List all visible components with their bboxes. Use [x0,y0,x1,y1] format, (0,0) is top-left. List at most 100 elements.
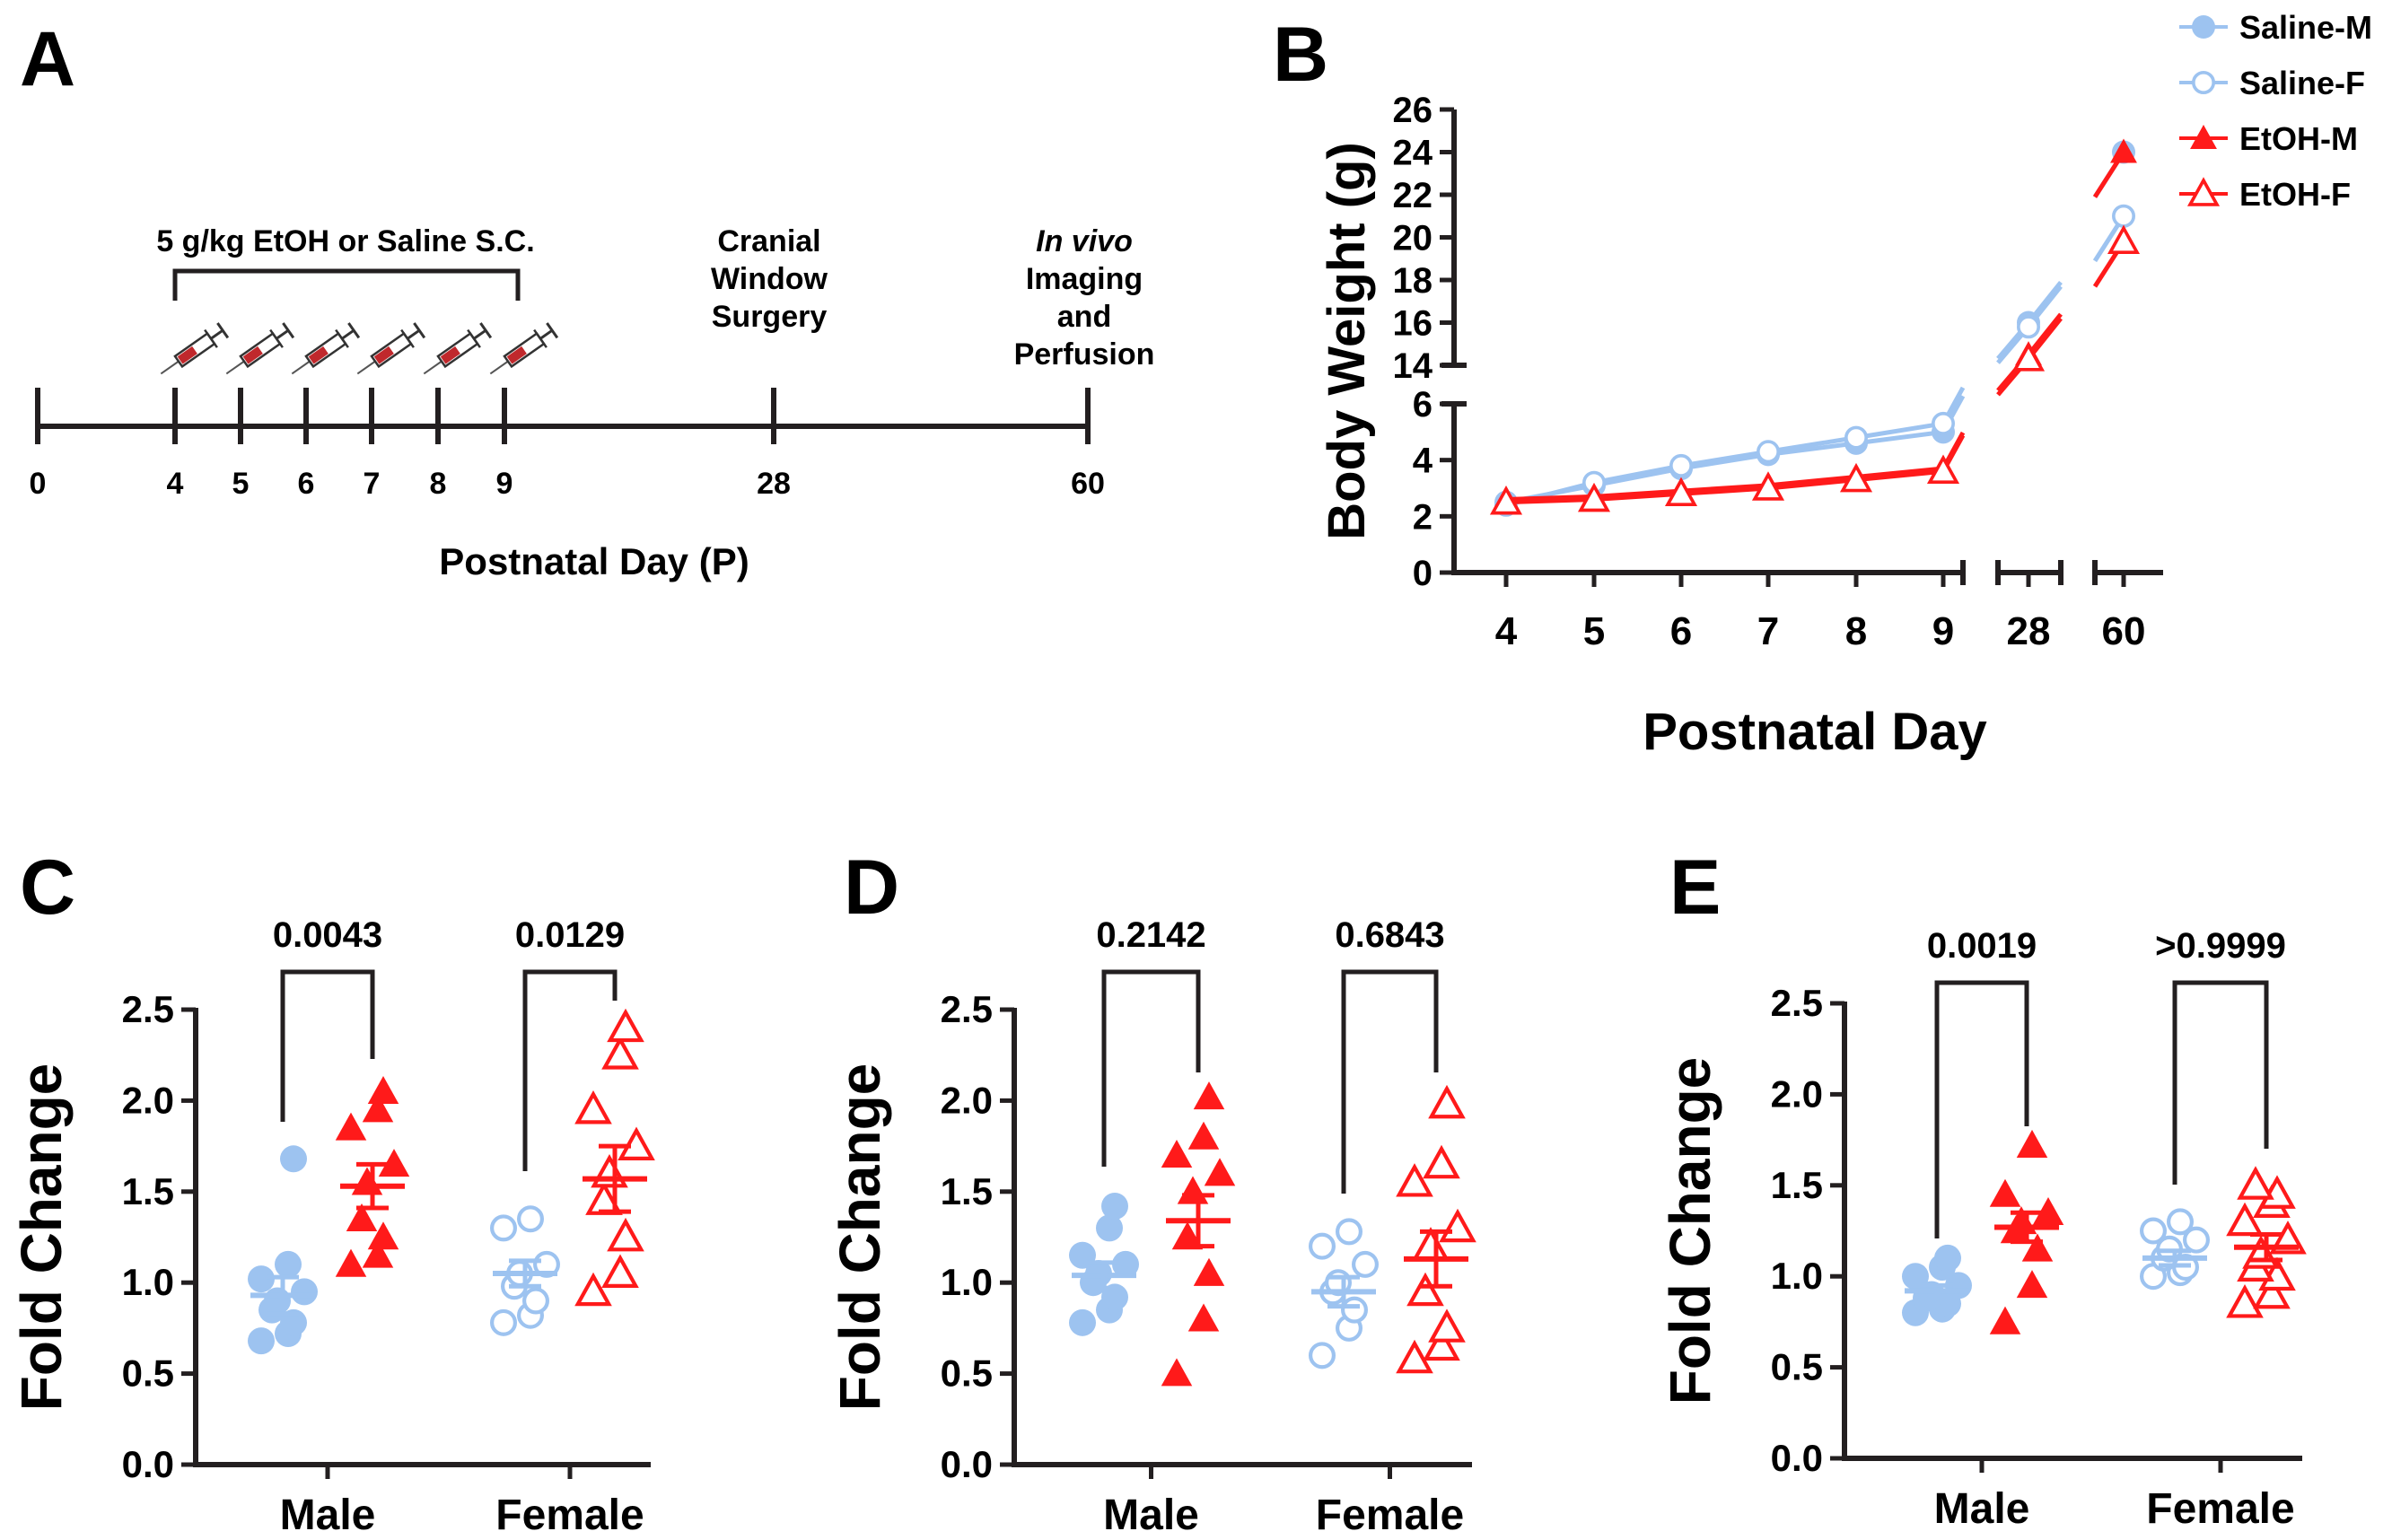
data-point [2226,1284,2264,1318]
y-tick-label: 0.5 [941,1352,993,1395]
data-point [601,1036,639,1070]
treatment-bracket [172,268,521,301]
x-tick-label: 60 [2102,609,2146,653]
syringe-plunger-end [216,322,230,339]
timeline-tick-label: 4 [167,467,184,501]
legend-label: Saline-M [2239,9,2372,46]
y-tick-label: 2.5 [941,988,993,1030]
y-axis-title: Fold Change [1658,1057,1722,1405]
data-point [1428,1308,1466,1343]
data-point [601,1254,639,1288]
data-point [574,1272,612,1307]
imaging-label-line3: Perfusion [1014,337,1155,372]
data-point [291,1278,318,1306]
data-point [378,1149,410,1177]
data-point [362,1239,394,1268]
y-tick-label: 0 [1413,554,1433,593]
data-point [1177,1176,1209,1204]
x-tick-label: 8 [1845,609,1867,653]
syringe-fluid [373,346,394,364]
series-line-etoh-f [1505,468,1944,505]
y-tick-label: 20 [1393,219,1433,258]
data-point [1193,1257,1225,1286]
data-point [574,1089,612,1124]
data-point [1101,1283,1128,1311]
p-value-label: 0.6843 [1335,915,1444,955]
y-axis-title: Body Weight (g) [1318,142,1376,540]
data-point [1423,1144,1460,1179]
significance-bracket [1341,969,1439,1194]
syringe-needle [225,360,245,375]
surgery-label-line3: Surgery [712,300,828,334]
syringe-fluid [440,346,460,364]
syringe-flange [204,328,218,348]
x-tick-label: Female [2146,1485,2294,1533]
syringe-icon [423,322,493,375]
p-value-label: >0.9999 [2155,926,2286,966]
y-axis-title: Fold Change [828,1063,892,1412]
treatment-label: 5 g/kg EtOH or Saline S.C. [156,224,534,258]
y-tick-label: 2.0 [941,1079,993,1121]
syringe-icon [291,322,361,375]
data-point [1193,1081,1225,1110]
data-point [1171,1221,1204,1250]
y-tick-label: 18 [1393,261,1433,301]
data-point [1340,1296,1368,1324]
y-tick-label: 2.5 [1771,982,1823,1024]
data-point-etoh-f [1926,454,1960,484]
data-point-etoh-f [1751,471,1785,501]
data-point [335,1248,367,1277]
syringe-fluid [242,346,263,364]
y-tick-label: 1.0 [122,1261,174,1303]
y-tick-label: 4 [1413,442,1433,481]
data-point [1187,1303,1220,1332]
surgery-label-line2: Window [711,262,828,296]
legend-marker [2190,125,2217,149]
significance-bracket [2172,980,2269,1185]
legend-label: EtOH-F [2239,176,2351,213]
syringe-needle [160,360,180,375]
syringe-needle [291,360,311,375]
y-tick-label: 2 [1413,497,1433,537]
data-point [1439,1208,1476,1243]
data-point [1902,1263,1929,1291]
data-point [1096,1214,1123,1242]
y-tick-label: 26 [1393,91,1433,130]
x-tick-label: Male [280,1492,376,1539]
panel-label-d: D [844,844,899,931]
data-point [335,1112,367,1141]
x-tick-label: 7 [1757,609,1779,653]
data-point [2167,1208,2195,1236]
data-point [489,1214,517,1242]
timeline-tick-label: 60 [1071,467,1105,501]
data-point [2032,1196,2064,1226]
data-point-saline-f [1844,425,1869,450]
data-point [2016,1270,2048,1299]
syringe-plunger [276,328,289,340]
syringe-icon [356,322,426,375]
data-point [2140,1217,2168,1245]
fold-change-chart-d: 0.0 0.5 1.0 1.5 2.0 2.5 Male Female Fold Change 0… [828,915,1476,1539]
data-point-etoh-f [1489,485,1523,515]
data-point [1406,1272,1444,1307]
data-point [1989,1178,2021,1207]
data-point [1989,1306,2021,1334]
data-point [1161,1358,1193,1387]
data-point [1204,1158,1236,1186]
data-point [1112,1250,1139,1278]
y-tick-label: 1.0 [1771,1255,1823,1297]
data-point [489,1308,517,1336]
data-point [1161,1139,1193,1168]
p-value-label: 0.0043 [273,915,382,955]
legend-label: Saline-F [2239,65,2365,101]
x-tick-label: 9 [1932,609,1954,653]
significance-bracket [1934,980,2029,1238]
syringe-fluid [308,346,329,364]
data-point [607,1217,644,1252]
imaging-label-line2: and [1057,300,1111,334]
y-tick-label: 14 [1393,346,1433,386]
x-tick-label: Male [1934,1485,2030,1533]
x-tick-label: 6 [1670,609,1692,653]
data-point [2226,1202,2264,1237]
